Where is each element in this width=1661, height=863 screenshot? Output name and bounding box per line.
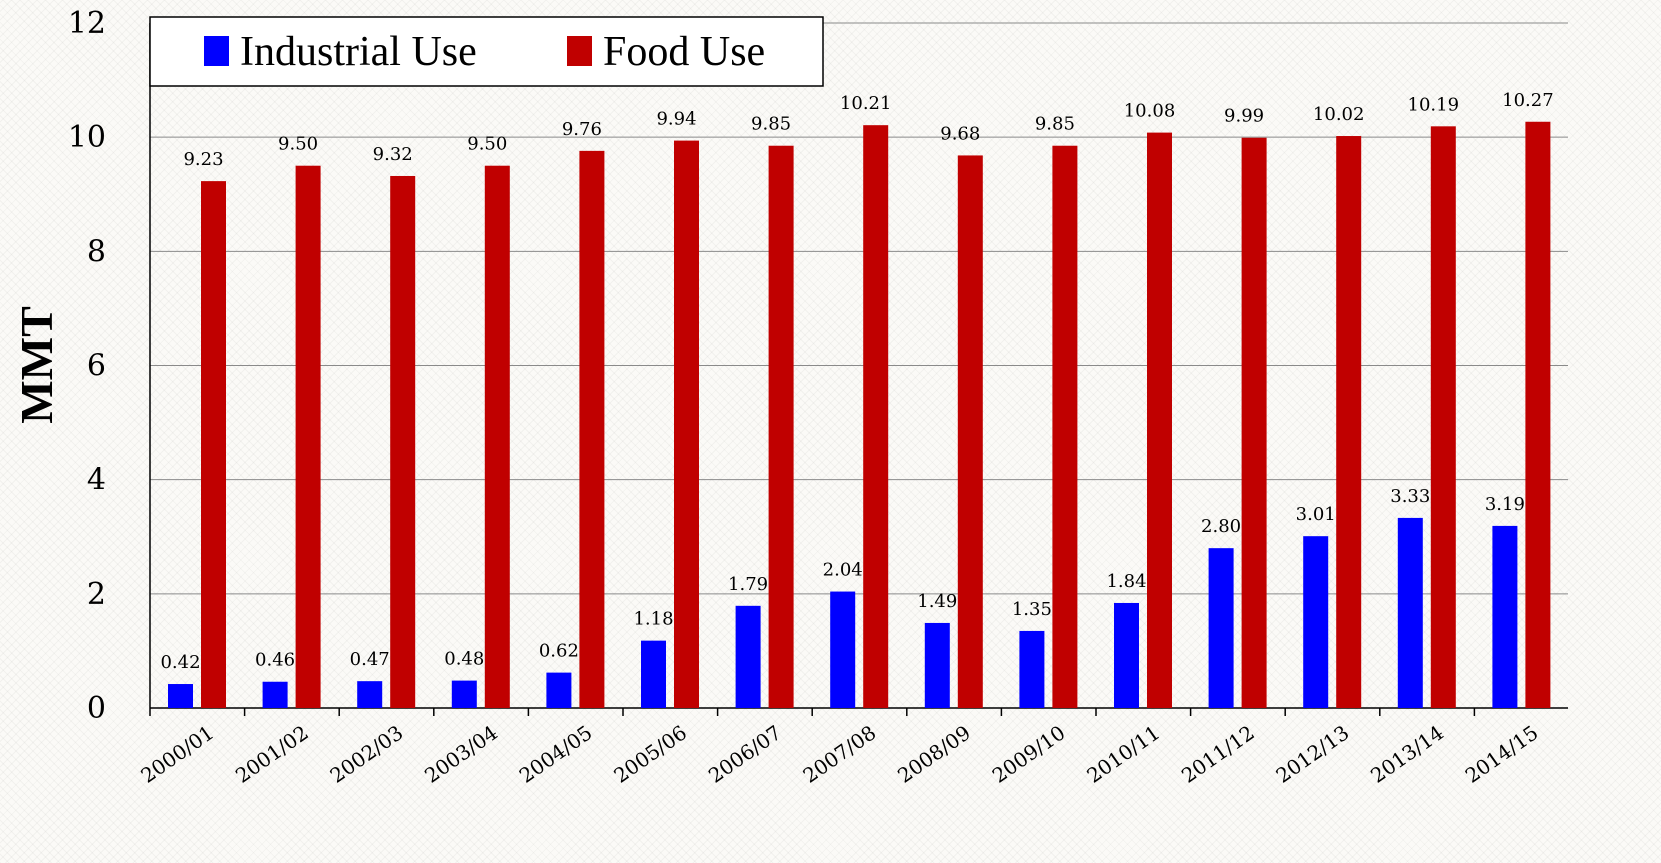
- x-category-label: 2002/03: [326, 720, 408, 787]
- y-tick-label: 10: [68, 120, 106, 155]
- data-label-food-use: 9.76: [562, 119, 602, 140]
- data-labels: 0.42 9.23 0.46 9.50 0.47 9.32 0.48 9.50 0.62 9.76…: [160, 90, 1553, 673]
- bar-industrial-use: [830, 591, 856, 708]
- data-label-industrial-use: 0.46: [255, 650, 295, 671]
- bar-industrial-use: [1208, 548, 1234, 708]
- bar-food-use: [579, 150, 605, 708]
- x-category-label: 2009/10: [988, 720, 1070, 787]
- data-label-food-use: 9.68: [940, 123, 980, 144]
- data-label-food-use: 10.27: [1502, 90, 1554, 111]
- x-category-label: 2003/04: [420, 720, 502, 787]
- x-category-label: 2013/14: [1366, 720, 1448, 787]
- legend-swatch-food-use: [567, 36, 592, 66]
- data-label-industrial-use: 3.33: [1390, 486, 1430, 507]
- data-label-food-use: 9.50: [278, 134, 318, 155]
- bar-food-use: [768, 145, 794, 708]
- bar-food-use: [863, 125, 889, 708]
- data-label-food-use: 9.23: [183, 149, 223, 170]
- x-category-label: 2006/07: [704, 720, 786, 787]
- data-label-food-use: 10.21: [840, 93, 892, 114]
- bar-industrial-use: [1397, 517, 1423, 708]
- x-category-label: 2011/12: [1177, 720, 1259, 787]
- bar-industrial-use: [451, 680, 477, 708]
- bar-industrial-use: [1492, 525, 1518, 708]
- y-tick-label: 0: [87, 691, 106, 726]
- data-label-industrial-use: 1.79: [728, 574, 768, 595]
- data-label-industrial-use: 0.42: [160, 652, 200, 673]
- data-label-industrial-use: 1.18: [633, 609, 673, 630]
- y-tick-label: 8: [87, 234, 106, 269]
- x-category-label: 2005/06: [609, 720, 691, 787]
- data-label-industrial-use: 1.35: [1012, 599, 1052, 620]
- x-category-label: 2012/13: [1272, 720, 1354, 787]
- bar-food-use: [674, 140, 699, 708]
- data-label-food-use: 9.85: [1035, 114, 1075, 135]
- data-label-food-use: 9.50: [467, 134, 507, 155]
- bar-industrial-use: [168, 684, 193, 708]
- bar-industrial-use: [1303, 536, 1329, 708]
- x-category-label: 2000/01: [136, 720, 218, 787]
- data-label-food-use: 10.02: [1313, 104, 1365, 125]
- bar-food-use: [1241, 137, 1267, 709]
- bar-food-use: [957, 155, 983, 708]
- data-label-food-use: 9.94: [656, 109, 696, 130]
- data-label-industrial-use: 2.04: [823, 560, 863, 581]
- data-label-industrial-use: 0.62: [539, 641, 579, 662]
- bar-food-use: [1147, 132, 1172, 709]
- bar-food-use: [295, 165, 321, 709]
- data-label-industrial-use: 1.49: [917, 591, 957, 612]
- legend: Industrial Use Food Use: [149, 16, 824, 87]
- bar-industrial-use: [735, 605, 761, 708]
- bar-industrial-use: [924, 622, 950, 708]
- data-label-food-use: 9.85: [751, 114, 791, 135]
- x-category-label: 2007/08: [799, 720, 881, 787]
- legend-box: [149, 16, 824, 87]
- bar-food-use: [1430, 126, 1456, 709]
- x-category-label: 2004/05: [515, 720, 597, 787]
- bar-industrial-use: [546, 672, 572, 708]
- data-label-industrial-use: 0.47: [350, 649, 390, 670]
- data-label-industrial-use: 3.19: [1485, 494, 1525, 515]
- legend-swatch-industrial-use: [204, 36, 229, 66]
- legend-label-industrial-use: Industrial Use: [240, 29, 477, 75]
- data-label-food-use: 10.19: [1408, 94, 1460, 115]
- legend-label-food-use: Food Use: [603, 29, 765, 75]
- bar-food-use: [201, 181, 226, 708]
- data-label-industrial-use: 2.80: [1201, 516, 1241, 537]
- bar-food-use: [1336, 136, 1362, 708]
- bar-food-use: [1525, 121, 1551, 709]
- bar-industrial-use: [357, 681, 383, 708]
- data-label-food-use: 9.32: [373, 144, 413, 165]
- bar-industrial-use: [1019, 630, 1045, 708]
- bar-industrial-use: [1114, 602, 1139, 708]
- y-tick-label: 6: [87, 349, 106, 384]
- data-label-industrial-use: 1.84: [1106, 571, 1146, 592]
- x-category-label: 2001/02: [231, 720, 313, 787]
- data-label-industrial-use: 3.01: [1296, 504, 1336, 525]
- y-tick-label: 2: [87, 577, 106, 612]
- bar-industrial-use: [262, 681, 288, 708]
- x-category-label: 2010/11: [1082, 720, 1164, 787]
- data-label-food-use: 10.08: [1124, 101, 1176, 122]
- bar-industrial-use: [641, 640, 666, 708]
- bar-food-use: [1052, 145, 1078, 708]
- bars: [168, 121, 1551, 709]
- y-axis-title: MMT: [11, 306, 62, 424]
- x-category-label: 2008/09: [893, 720, 975, 787]
- data-label-food-use: 9.99: [1224, 106, 1264, 127]
- y-tick-label: 12: [68, 6, 106, 41]
- x-category-label: 2014/15: [1461, 720, 1543, 787]
- bar-food-use: [390, 175, 416, 708]
- data-label-industrial-use: 0.48: [444, 649, 484, 670]
- bar-food-use: [484, 165, 510, 709]
- y-tick-label: 4: [87, 463, 106, 498]
